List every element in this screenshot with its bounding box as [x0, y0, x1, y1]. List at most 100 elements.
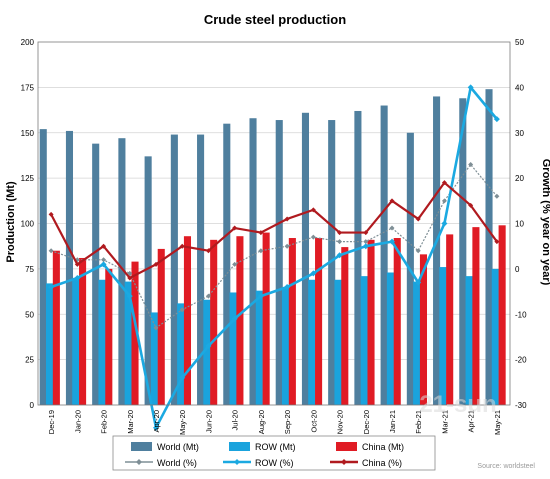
point-row: [415, 279, 422, 286]
y-tick-label: 175: [21, 83, 35, 92]
point-row: [257, 293, 264, 300]
point-china: [363, 230, 369, 236]
point-world: [468, 162, 474, 168]
bar-world-mt: [170, 134, 178, 405]
x-tick-label: Aug-20: [257, 410, 266, 434]
bar-china-mt: [419, 254, 428, 405]
point-world: [153, 325, 159, 331]
y2-tick-label: 40: [515, 83, 524, 92]
bar-china-mt: [262, 232, 270, 405]
point-china: [153, 261, 159, 267]
legend-marker-china-pct: [341, 459, 347, 465]
x-tick-label: Jan-20: [73, 410, 82, 433]
bar-china-mt: [472, 227, 480, 405]
y2-axis-label: Growth (% year on year): [540, 159, 550, 286]
bar-world-mt: [380, 105, 388, 406]
y2-tick-label: -10: [515, 310, 527, 319]
point-row: [126, 293, 133, 300]
bar-china-mt: [183, 236, 192, 405]
point-china: [284, 216, 290, 222]
right-axis-ticks: -30 -20 -10 0 10 20 30 40 50: [515, 38, 527, 410]
point-china: [389, 198, 395, 204]
x-axis-ticks: Dec-19 Jan-20 Feb-20 Mar-20 Apr-20 May-20 Jun-…: [47, 410, 502, 435]
legend-label-world-mt: World (Mt): [157, 442, 199, 452]
point-world: [441, 198, 447, 204]
bar-world-mt: [223, 123, 231, 406]
point-china: [258, 230, 264, 236]
line-series: [48, 84, 500, 431]
point-china: [101, 243, 107, 249]
point-china: [494, 239, 500, 245]
bar-china-mt: [210, 239, 218, 405]
x-tick-label: May-20: [178, 410, 187, 435]
y-tick-label: 75: [25, 265, 34, 274]
point-row: [179, 374, 186, 381]
bar-china-mt: [157, 248, 165, 405]
y-tick-label: 0: [30, 401, 35, 410]
line-world: [50, 163, 498, 329]
bar-row-mt: [98, 279, 106, 405]
plot-frame: [37, 41, 511, 406]
y-tick-label: 25: [25, 356, 34, 365]
line-china: [50, 181, 498, 280]
point-world: [284, 243, 290, 249]
bar-world-mt: [92, 143, 100, 405]
bar-row-mt: [386, 272, 394, 405]
legend-label-row-mt: ROW (Mt): [255, 442, 296, 452]
y2-tick-label: -30: [515, 401, 527, 410]
line-row: [50, 86, 498, 429]
bar-row-mt: [413, 281, 421, 405]
y2-tick-label: 10: [515, 220, 524, 229]
bar-world-mt: [197, 134, 205, 405]
bar-row-mt: [491, 268, 499, 405]
point-china: [337, 230, 343, 236]
bar-row-mt: [360, 276, 368, 405]
point-row: [310, 270, 317, 277]
y-tick-label: 50: [25, 310, 34, 319]
bar-world-mt: [485, 89, 493, 405]
point-row: [389, 238, 395, 245]
legend: World (Mt) ROW (Mt) China (Mt) World (%)…: [112, 435, 436, 471]
legend-swatch-row-mt: [229, 442, 250, 451]
legend-label-world-pct: World (%): [157, 458, 197, 468]
bar-china-mt: [105, 268, 113, 405]
point-china: [310, 207, 316, 213]
legend-label-row-pct: ROW (%): [255, 458, 294, 468]
bar-row-mt: [281, 287, 290, 405]
point-row: [48, 284, 55, 291]
x-tick-label: Apr-20: [152, 410, 161, 433]
x-tick-label: Jan-21: [388, 410, 397, 433]
legend-frame: [112, 435, 436, 471]
x-tick-label: Jul-20: [231, 410, 240, 430]
point-row: [336, 252, 343, 259]
point-china: [127, 275, 133, 281]
y-tick-label: 100: [21, 220, 35, 229]
bar-row-mt: [334, 279, 342, 405]
y2-tick-label: -20: [515, 356, 527, 365]
point-world: [48, 248, 54, 254]
legend-marker-row-pct: [234, 459, 240, 465]
legend-swatch-world-mt: [131, 442, 152, 451]
y-tick-label: 125: [21, 174, 35, 183]
x-tick-label: Jun-20: [204, 410, 213, 433]
x-tick-label: Dec-20: [362, 410, 371, 434]
legend-marker-world-pct: [136, 459, 142, 465]
bar-china-mt: [52, 250, 60, 405]
bar-china-mt: [367, 239, 375, 405]
point-row: [205, 343, 212, 350]
x-tick-label: Mar-20: [126, 410, 135, 434]
x-tick-label: Sep-20: [283, 410, 292, 434]
left-axis-ticks: 0 25 50 75 100 125 150 175 200: [21, 38, 35, 410]
bar-china-mt: [79, 257, 87, 405]
bar-world-mt: [39, 129, 47, 405]
point-row: [100, 261, 107, 268]
bar-row-mt: [465, 276, 473, 405]
chart-title: Crude steel production: [204, 12, 346, 27]
point-china: [415, 216, 421, 222]
point-china: [48, 211, 54, 217]
bar-row-mt: [308, 279, 316, 405]
bar-row-mt: [229, 292, 237, 405]
bar-china-mt: [288, 238, 296, 405]
bar-world-mt: [144, 156, 152, 405]
